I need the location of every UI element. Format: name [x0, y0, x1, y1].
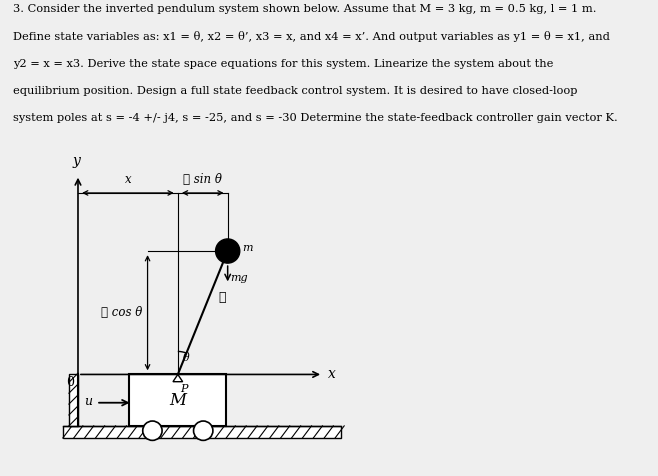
Text: P: P: [180, 384, 188, 394]
Text: equilibrium position. Design a full state feedback control system. It is desired: equilibrium position. Design a full stat…: [13, 86, 578, 96]
Bar: [130, 375, 226, 426]
Text: ℓ sin θ: ℓ sin θ: [183, 173, 222, 186]
Text: ℓ: ℓ: [218, 291, 226, 304]
Circle shape: [143, 421, 162, 440]
Text: y2 = x = x3. Derive the state space equations for this system. Linearize the sys: y2 = x = x3. Derive the state space equa…: [13, 59, 553, 69]
Text: M: M: [169, 392, 186, 409]
Text: system poles at s = -4 +/- j4, s = -25, and s = -30 Determine the state-feedback: system poles at s = -4 +/- j4, s = -25, …: [13, 113, 618, 123]
Text: m: m: [242, 243, 253, 253]
Text: mg: mg: [231, 273, 248, 283]
Circle shape: [216, 239, 240, 263]
Text: Define state variables as: x1 = θ, x2 = θ’, x3 = x, and x4 = x’. And output vari: Define state variables as: x1 = θ, x2 = …: [13, 31, 610, 42]
Text: 0: 0: [66, 376, 74, 389]
Bar: [63, 426, 341, 438]
Text: θ: θ: [183, 353, 190, 363]
Text: y: y: [73, 154, 81, 168]
Polygon shape: [173, 375, 183, 382]
Text: 3. Consider the inverted pendulum system shown below. Assume that M = 3 kg, m = : 3. Consider the inverted pendulum system…: [13, 4, 597, 14]
Circle shape: [193, 421, 213, 440]
Text: x: x: [124, 173, 131, 186]
Text: x: x: [328, 367, 336, 381]
Bar: [69, 375, 78, 426]
Text: ℓ cos θ: ℓ cos θ: [101, 306, 143, 319]
Text: u: u: [84, 395, 92, 408]
